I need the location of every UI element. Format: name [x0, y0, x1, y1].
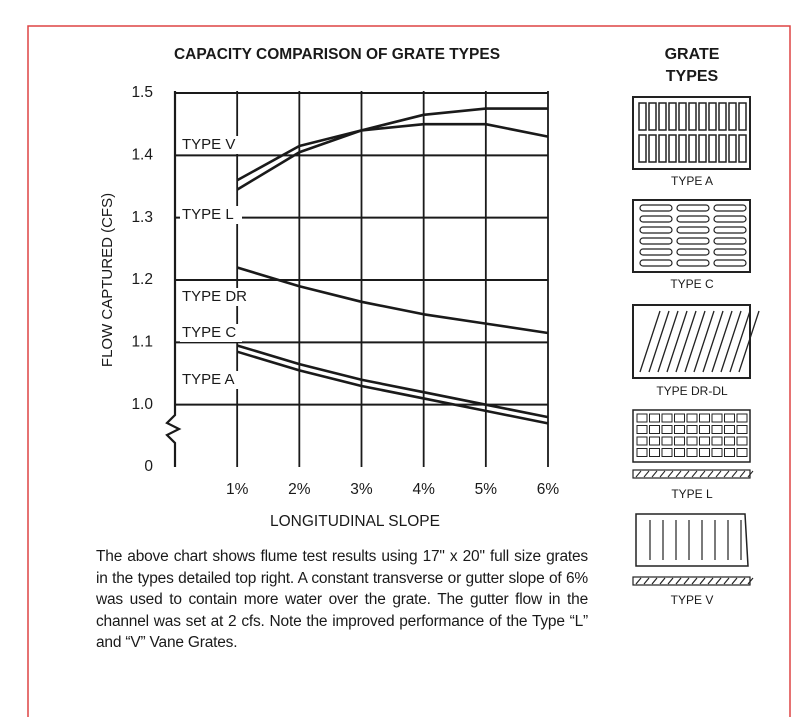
y-tick-label: 1.2 — [131, 271, 153, 288]
y-tick-label: 1.0 — [131, 396, 153, 413]
y-tick-label: 1.5 — [131, 84, 153, 101]
series-label: TYPE DR — [182, 288, 247, 305]
series-label: TYPE A — [182, 371, 235, 388]
grate-label: TYPE V — [671, 593, 714, 607]
grate-title: GRATE — [665, 46, 720, 63]
y-axis-label: FLOW CAPTURED (CFS) — [99, 193, 116, 367]
grate-label: TYPE DR-DL — [656, 384, 728, 398]
grate-label: TYPE A — [671, 174, 713, 188]
x-tick-label: 2% — [288, 481, 311, 498]
page: CAPACITY COMPARISON OF GRATE TYPES FLOW … — [0, 0, 801, 717]
grate-title: TYPES — [666, 68, 719, 85]
chart-title: CAPACITY COMPARISON OF GRATE TYPES — [174, 46, 500, 63]
y-tick-label: 1.3 — [131, 209, 153, 226]
series-line — [237, 352, 548, 424]
x-axis-label: LONGITUDINAL SLOPE — [270, 513, 440, 530]
series-label: TYPE C — [182, 324, 236, 341]
series-line — [237, 109, 548, 190]
series-label: TYPE L — [182, 206, 234, 223]
grate-label: TYPE C — [670, 277, 714, 291]
caption: The above chart shows flume test results… — [96, 546, 588, 654]
y-tick-label: 1.1 — [131, 333, 153, 350]
x-tick-label: 4% — [412, 481, 435, 498]
y-tick-label: 1.4 — [131, 146, 153, 163]
y-break-label: 0 — [144, 458, 153, 475]
x-tick-label: 1% — [226, 481, 249, 498]
x-tick-label: 6% — [537, 481, 560, 498]
x-tick-label: 3% — [350, 481, 373, 498]
x-tick-label: 5% — [475, 481, 498, 498]
grate-label: TYPE L — [671, 487, 713, 501]
series-line — [237, 345, 548, 417]
grate-icons — [633, 97, 759, 585]
series-line — [237, 124, 548, 180]
series-line — [237, 268, 548, 333]
series-label: TYPE V — [182, 136, 235, 153]
